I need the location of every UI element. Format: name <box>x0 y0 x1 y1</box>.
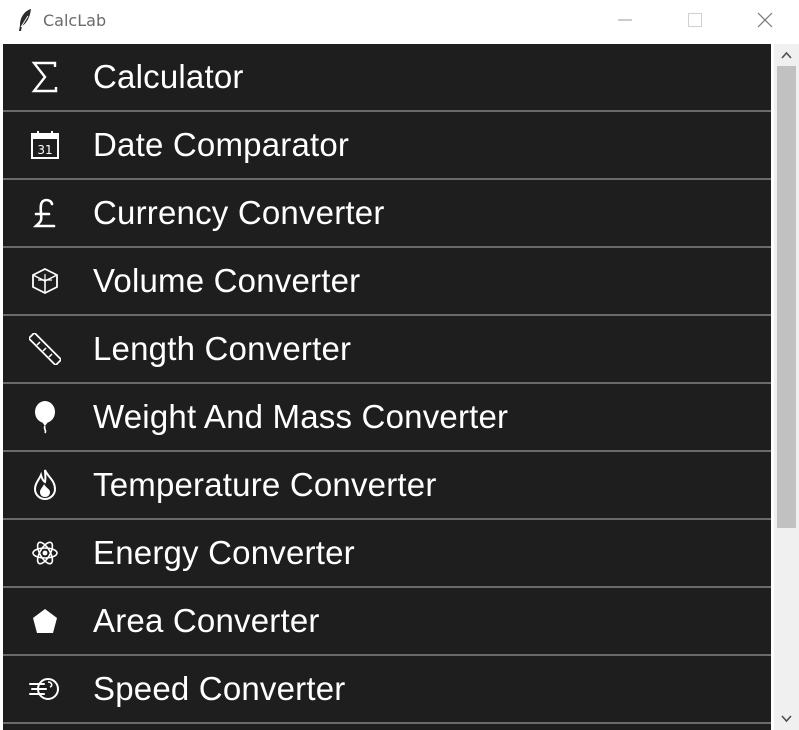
menu-item-label: Length Converter <box>93 330 352 367</box>
svg-text:31: 31 <box>37 143 52 157</box>
menu-item-partial[interactable] <box>3 724 771 730</box>
menu-item-volume-converter[interactable]: Volume Converter <box>3 248 771 316</box>
menu-item-label: Currency Converter <box>93 194 385 231</box>
menu-item-label: Temperature Converter <box>93 466 437 503</box>
flame-icon <box>25 465 65 505</box>
pentagon-icon <box>25 601 65 641</box>
menu-item-label: Energy Converter <box>93 534 355 571</box>
menu-item-speed-converter[interactable]: Speed Converter <box>3 656 771 724</box>
sigma-icon <box>25 57 65 97</box>
menu-item-label: Calculator <box>93 58 244 95</box>
scroll-up-button[interactable] <box>774 44 799 66</box>
menu-item-label: Area Converter <box>93 602 320 639</box>
minimize-button[interactable] <box>602 0 648 40</box>
atom-icon <box>25 533 65 573</box>
menu-item-energy-converter[interactable]: Energy Converter <box>3 520 771 588</box>
menu-item-label: Date Comparator <box>93 126 350 163</box>
menu-item-label: Weight And Mass Converter <box>93 398 509 435</box>
close-button[interactable] <box>742 0 788 40</box>
menu-item-label: Volume Converter <box>93 262 361 299</box>
menu-item-area-converter[interactable]: Area Converter <box>3 588 771 656</box>
wind-icon <box>25 669 65 709</box>
chevron-down-icon <box>781 715 792 723</box>
ruler-icon <box>25 329 65 369</box>
menu-item-currency-converter[interactable]: Currency Converter <box>3 180 771 248</box>
feather-icon <box>16 8 34 32</box>
menu-item-weight-and-mass-converter[interactable]: Weight And Mass Converter <box>3 384 771 452</box>
menu-item-calculator[interactable]: Calculator <box>3 44 771 112</box>
cube-icon <box>25 261 65 301</box>
scroll-thumb[interactable] <box>777 66 796 528</box>
menu-item-label: Speed Converter <box>93 670 346 707</box>
maximize-button[interactable] <box>672 0 718 40</box>
balloon-icon <box>25 397 65 437</box>
vertical-scrollbar[interactable] <box>774 44 799 730</box>
pound-icon <box>25 193 65 233</box>
scroll-down-button[interactable] <box>774 708 799 730</box>
converter-menu: Calculator 31 Date Comparator Currency C… <box>3 44 771 730</box>
maximize-icon <box>688 13 702 27</box>
menu-item-date-comparator[interactable]: 31 Date Comparator <box>3 112 771 180</box>
close-icon <box>757 12 773 28</box>
calendar-icon: 31 <box>25 125 65 165</box>
title-bar: CalcLab <box>0 0 799 42</box>
menu-item-length-converter[interactable]: Length Converter <box>3 316 771 384</box>
minimize-icon <box>618 19 632 21</box>
menu-item-temperature-converter[interactable]: Temperature Converter <box>3 452 771 520</box>
window-title: CalcLab <box>43 11 107 30</box>
chevron-up-icon <box>781 51 792 59</box>
scroll-track[interactable] <box>774 66 799 708</box>
